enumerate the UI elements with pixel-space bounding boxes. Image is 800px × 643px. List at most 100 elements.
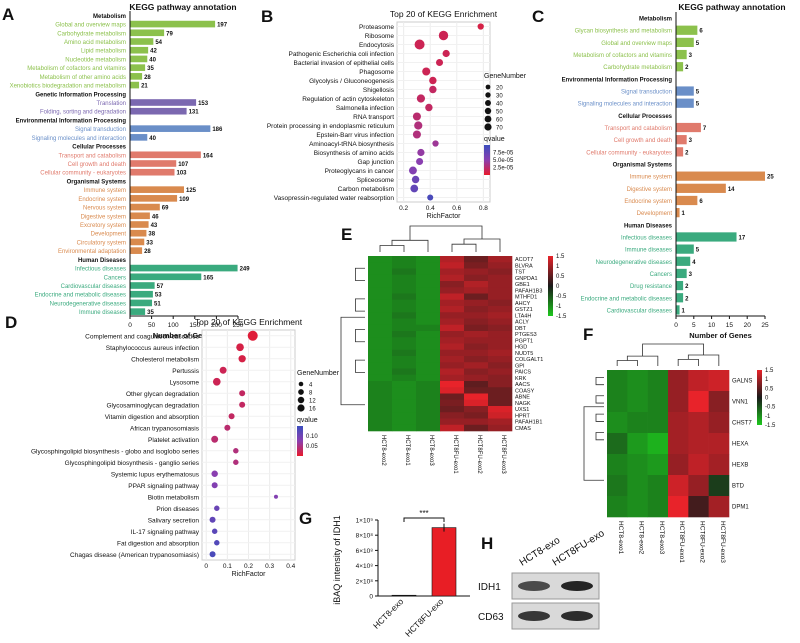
heat-cell	[416, 368, 441, 376]
panel-D: Top 20 of KEGG Enrichment Complement and …	[31, 317, 340, 578]
column-label: HCT8-exo1	[404, 435, 410, 466]
heat-cell	[464, 399, 489, 407]
x-tick-label: 10	[708, 322, 716, 329]
data-label: 14	[728, 187, 735, 193]
legend-size-dot	[297, 404, 305, 412]
row-label: NAGK	[515, 401, 531, 407]
blot-band	[518, 581, 550, 591]
heat-cell	[488, 362, 513, 369]
heat-cell	[440, 256, 465, 263]
x-tick-label: 20	[744, 322, 752, 329]
category-label: Digestive system	[81, 214, 126, 220]
data-label: 38	[148, 232, 155, 238]
legend-size-dot	[297, 396, 305, 404]
category-label: Platelet activation	[148, 437, 199, 444]
bar	[391, 594, 417, 597]
row-label: AHCY	[515, 301, 531, 307]
heat-cell	[416, 306, 441, 313]
heat-cell	[647, 454, 669, 476]
heat-cell	[392, 362, 417, 369]
category-label: Glycosphingolipid biosynthesis - ganglio…	[65, 460, 200, 467]
heat-cell	[416, 356, 441, 363]
heat-cell	[688, 391, 709, 413]
category-label: Vitamin digestion and absorption	[105, 414, 200, 421]
heat-cell	[627, 496, 648, 518]
heat-cell	[368, 356, 393, 363]
legend-color-bar	[484, 145, 490, 175]
heat-cell	[607, 433, 628, 455]
category-label: Glycosphingolipid biosynthesis - globo a…	[31, 448, 200, 455]
bar	[130, 195, 178, 202]
x-tick-label: 0	[674, 322, 678, 329]
heat-cell	[392, 256, 417, 263]
data-point	[211, 482, 218, 489]
row-label: VNN1	[732, 400, 749, 406]
bar	[130, 134, 148, 141]
data-point	[412, 112, 421, 121]
bar	[130, 81, 140, 89]
heat-cell	[488, 368, 513, 376]
category-label: Translation	[97, 101, 126, 107]
data-point	[412, 130, 421, 139]
bar	[130, 247, 143, 254]
category-label: Aminoacyl-tRNA biosynthesis	[309, 141, 395, 148]
category-label: PPAR signaling pathway	[128, 483, 199, 490]
data-label: 2	[685, 150, 689, 156]
y-tick-label: 0	[369, 594, 373, 601]
data-label: 3	[689, 138, 693, 144]
heat-cell	[668, 475, 689, 497]
bar	[130, 99, 197, 106]
dendrogram-branch	[595, 395, 604, 404]
heat-cell	[708, 370, 730, 392]
heat-cell	[488, 331, 513, 338]
x-tick-label: 0.3	[265, 563, 274, 570]
bar	[130, 151, 201, 159]
data-label: 2	[685, 284, 689, 290]
heat-cell	[368, 331, 393, 338]
row-label: ACOT7	[515, 257, 533, 263]
heat-cell	[368, 324, 393, 332]
heat-cell	[392, 268, 417, 276]
row-label: PAFAH1B1	[515, 420, 542, 426]
y-tick-label: 2×10⁸	[356, 578, 374, 585]
heat-cell	[668, 496, 689, 518]
chart-title: Top 20 of KEGG Enrichment	[195, 317, 303, 327]
category-label: Neurodegenerative diseases	[50, 301, 126, 307]
heat-cell	[440, 318, 465, 326]
legend-size-label: 12	[309, 399, 316, 405]
category-label: Endocrine and metabolic diseases	[35, 293, 126, 299]
heat-cell	[464, 349, 489, 357]
legend-size-label: 60	[496, 118, 503, 124]
bar	[676, 171, 765, 181]
heat-cell	[392, 412, 417, 419]
heat-cell	[668, 391, 689, 413]
column-label: HCT8FU-exo3	[500, 435, 506, 474]
heat-cell	[464, 368, 489, 376]
row-label: PGPT1	[515, 338, 533, 344]
data-point	[432, 140, 439, 147]
dendrogram-branch	[626, 355, 659, 366]
heat-cell	[392, 337, 417, 344]
heat-cell	[464, 412, 489, 419]
row-label: ABNE	[515, 395, 530, 401]
heat-cell	[708, 475, 730, 497]
data-label: 28	[144, 249, 151, 255]
legend-size-label: 50	[496, 110, 503, 116]
color-scale-bar	[757, 370, 762, 425]
heat-cell	[416, 393, 441, 401]
heat-cell	[464, 343, 489, 351]
data-label: 21	[141, 84, 148, 90]
blot-band	[561, 611, 593, 621]
category-label: Global and overview maps	[601, 41, 672, 47]
category-label: Chagas disease (American trypanosomiasis…	[70, 552, 199, 559]
heat-cell	[464, 356, 489, 363]
category-label: Excretory system	[80, 223, 126, 229]
bar	[676, 25, 698, 35]
heat-cell	[488, 287, 513, 294]
heat-cell	[416, 281, 441, 288]
color-scale-label: 0.5	[765, 386, 774, 392]
category-label: Staphylococcus aureus infection	[106, 345, 200, 352]
color-scale-label: 0	[556, 284, 560, 290]
bar	[130, 64, 146, 71]
data-label: 109	[179, 197, 190, 203]
